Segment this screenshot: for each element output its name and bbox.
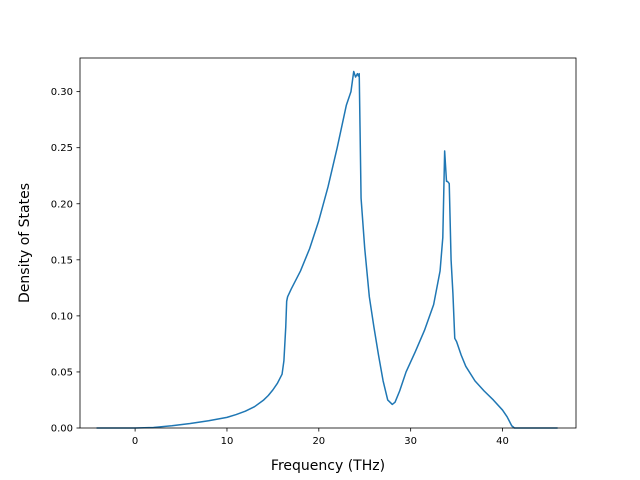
x-tick-label: 40: [496, 436, 509, 447]
plot-frame: [79, 57, 577, 429]
series-line: [96, 70, 558, 429]
x-tick-label: 0: [132, 436, 138, 447]
y-tick-label: 0.30: [51, 87, 73, 98]
y-tick-label: 0.25: [51, 143, 73, 154]
y-axis-ticks: 0.00 0.05 0.10 0.15 0.20 0.25 0.30: [51, 87, 80, 435]
x-tick-label: 30: [404, 436, 417, 447]
y-axis-label: Density of States: [17, 183, 33, 303]
y-tick-label: 0.10: [51, 311, 73, 322]
x-tick-label: 20: [312, 436, 325, 447]
y-tick-label: 0.00: [51, 424, 73, 435]
y-tick-label: 0.05: [51, 367, 73, 378]
x-axis-ticks: 0 10 20 30 40: [132, 428, 509, 447]
y-tick-label: 0.15: [51, 255, 73, 266]
y-tick-label: 0.20: [51, 199, 73, 210]
x-axis-label: Frequency (THz): [271, 458, 385, 474]
x-tick-label: 10: [221, 436, 234, 447]
